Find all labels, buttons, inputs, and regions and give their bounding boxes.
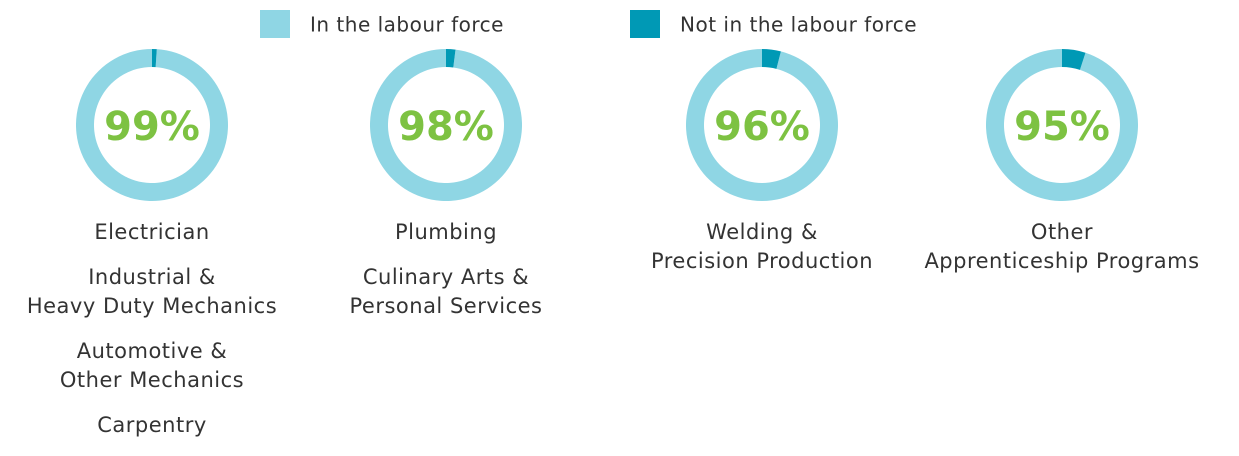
legend-label: In the labour force <box>310 13 504 37</box>
chart: In the labour force Not in the labour for… <box>76 10 1138 202</box>
program-list: Electrician Industrial & Heavy Duty Mecha… <box>2 218 302 456</box>
legend-swatch <box>630 10 660 38</box>
center-label: 95% <box>1014 104 1110 150</box>
program-label: Automotive & Other Mechanics <box>59 339 245 392</box>
program-label: Culinary Arts & Personal Services <box>349 265 543 318</box>
center-label: 99% <box>104 104 200 150</box>
center-label: 98% <box>398 104 494 150</box>
program-list: Other Apprenticeship Programs <box>912 218 1212 292</box>
donut-slice <box>446 49 456 68</box>
program-label: Other Apprenticeship Programs <box>924 220 1200 273</box>
legend-swatch <box>260 10 290 38</box>
donut-slice <box>1062 49 1086 70</box>
donut-slice <box>152 49 157 68</box>
chart-page: In the labour force Not in the labour for… <box>27 10 1212 437</box>
legend-label: Not in the labour force <box>680 13 917 37</box>
program-label: Plumbing <box>394 220 498 244</box>
program-label: Carpentry <box>97 413 207 437</box>
donut-slice <box>762 49 781 69</box>
center-label: 96% <box>714 104 810 150</box>
program-list: Plumbing Culinary Arts & Personal Service… <box>296 218 596 337</box>
program-label: Industrial & Heavy Duty Mechanics <box>26 265 278 318</box>
program-list: Welding & Precision Production <box>612 218 912 292</box>
program-label: Electrician <box>94 220 210 244</box>
program-label: Welding & Precision Production <box>650 220 874 273</box>
